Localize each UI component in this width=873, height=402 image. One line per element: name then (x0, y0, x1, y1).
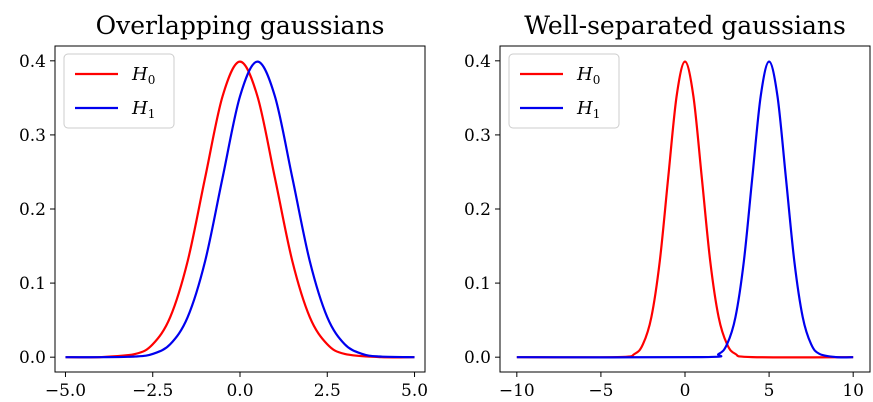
series-line-h0 (65, 60, 415, 359)
legend-box (508, 53, 620, 129)
y-tick-label: 0.2 (19, 200, 46, 220)
y-tick-label: 0.1 (19, 274, 46, 294)
legend-label-h1: H1 (131, 98, 155, 121)
chart-panel-overlapping: Overlapping gaussians 0.0 0.1 0.2 0.3 0.4 −5.… (19, 11, 428, 401)
y-tick-label: 0.2 (464, 200, 491, 220)
x-tick-label: 2.5 (314, 381, 341, 401)
x-tick-label: −5.0 (45, 381, 86, 401)
legend-label-h0: H0 (576, 64, 600, 87)
y-tick-label: 0.3 (464, 126, 491, 146)
legend-label-h0: H0 (131, 64, 155, 87)
series-line-h1 (516, 60, 854, 359)
x-tick-label: 10 (842, 381, 864, 401)
y-tick-label: 0.4 (19, 52, 46, 72)
y-tick-label: 0.4 (464, 52, 491, 72)
x-tick-label: −5 (588, 381, 613, 401)
x-tick-label: 0 (680, 381, 691, 401)
x-tick-label: 5.0 (401, 381, 428, 401)
plot-area: 0.0 0.1 0.2 0.3 0.4 −5.0 −2.5 0.0 2.5 5.0 H0 H1 (19, 45, 428, 401)
chart-panel-well-separated: Well-separated gaussians 0.0 0.1 0.2 0.3 0.4… (464, 11, 871, 401)
y-tick-label: 0.0 (464, 348, 491, 368)
y-tick-label: 0.1 (464, 274, 491, 294)
series-line-h1 (65, 60, 415, 359)
plot-area: 0.0 0.1 0.2 0.3 0.4 −10 −5 0 5 10 H0 H1 (464, 45, 871, 401)
x-tick-label: −2.5 (132, 381, 173, 401)
x-tick-label: 0.0 (226, 381, 253, 401)
series-line-h0 (516, 60, 854, 359)
chart-title: Well-separated gaussians (524, 11, 846, 40)
chart-title: Overlapping gaussians (96, 11, 385, 40)
legend-label-h1: H1 (576, 98, 600, 121)
y-tick-label: 0.0 (19, 348, 46, 368)
legend-box (63, 53, 175, 129)
x-tick-label: −10 (499, 381, 535, 401)
y-tick-label: 0.3 (19, 126, 46, 146)
x-tick-label: 5 (764, 381, 775, 401)
